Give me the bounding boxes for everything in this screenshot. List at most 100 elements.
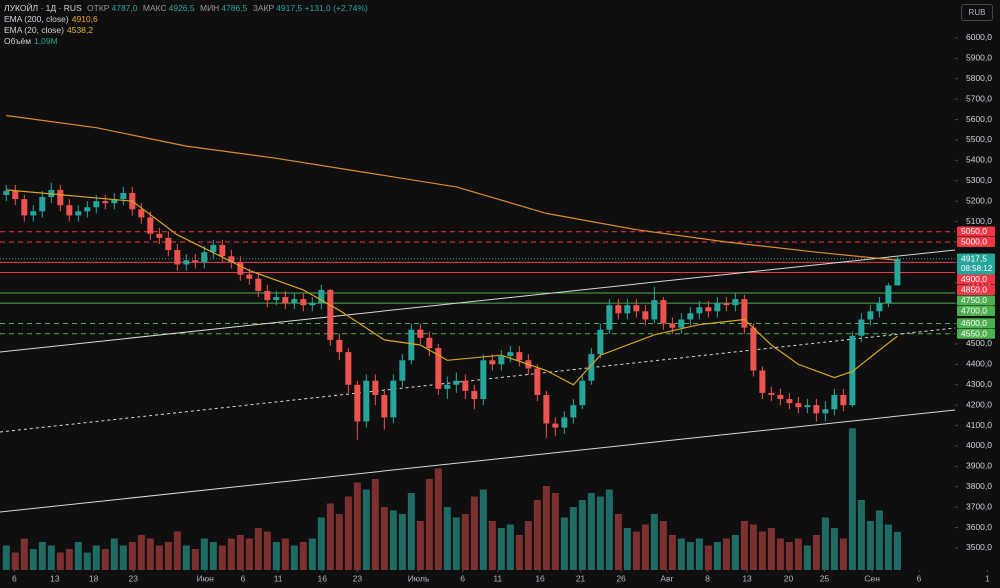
candle-body (822, 409, 829, 414)
volume-bar (110, 538, 118, 570)
candle-body (183, 260, 190, 265)
x-tick-label: 23 (353, 573, 363, 583)
candle-body (246, 274, 253, 279)
candle-body (219, 245, 226, 257)
volume-bar (209, 542, 217, 570)
volume-bar (848, 428, 856, 570)
volume-bar (506, 524, 514, 570)
level-box (957, 274, 995, 285)
ema-lines (6, 114, 898, 386)
volume-bar (263, 531, 271, 570)
volume-bar (56, 552, 64, 570)
y-tick-label: 4200,0 (966, 399, 992, 409)
volume-bar (92, 545, 100, 570)
candle-body (39, 197, 46, 212)
ohlc-value: 4786,5 (221, 3, 248, 13)
candle-body (210, 245, 217, 253)
indicator-value: 1,09M (34, 36, 58, 46)
volume-bar (38, 542, 46, 570)
candle-body (678, 319, 685, 328)
channel-upper (0, 249, 956, 353)
volume-bar (83, 552, 91, 570)
x-tick-label: 13 (50, 573, 60, 583)
volume-bar (866, 521, 874, 570)
volume-bar (227, 538, 235, 570)
candle-body (768, 392, 775, 395)
candle-body (426, 337, 433, 349)
volume-bar (371, 479, 379, 570)
volume-bar (488, 521, 496, 570)
candle-body (111, 199, 118, 204)
volume-bar (200, 538, 208, 570)
candle-body (228, 256, 235, 263)
channel-lower (0, 409, 956, 513)
volume-bar (173, 531, 181, 570)
candle-body (444, 384, 451, 389)
indicator-name: Объём (4, 36, 32, 46)
volume-bar (479, 489, 487, 570)
currency-button[interactable]: RUB (961, 4, 993, 21)
volume-bar (362, 489, 370, 570)
candle-body (516, 352, 523, 361)
volume-bar (884, 524, 892, 570)
candle-body (165, 237, 172, 251)
candle-body (147, 217, 154, 234)
indicator-name: EMA (20, close) (4, 25, 64, 35)
candle-body (435, 348, 442, 389)
candle-body (381, 394, 388, 418)
volume-bar (182, 545, 190, 570)
volume-bar (731, 535, 739, 570)
x-tick-label: 6 (460, 573, 465, 583)
volume-bar (542, 486, 550, 570)
candle-body (318, 289, 325, 304)
candle-body (534, 368, 541, 395)
volume-bar (2, 545, 10, 570)
x-tick-label: 26 (616, 573, 626, 583)
volume-bar (686, 542, 694, 570)
candle-body (570, 405, 577, 418)
volume-bar (605, 489, 613, 570)
candle-body (831, 394, 838, 410)
candle-body (156, 233, 163, 238)
y-tick-label: 5400,0 (966, 155, 992, 165)
level-label: 4600,0 (961, 318, 987, 328)
candle-body (615, 305, 622, 314)
candle-body (777, 394, 784, 400)
volume-bar (830, 528, 838, 570)
volume-bar (875, 510, 883, 570)
volume-bar (857, 500, 865, 570)
candle-body (804, 405, 811, 408)
volume-bar (578, 500, 586, 570)
volume-bar (524, 521, 532, 570)
volume-bar (164, 542, 172, 570)
y-tick-label: 3900,0 (966, 461, 992, 471)
candle-body (192, 260, 199, 263)
candle-body (705, 307, 712, 312)
volume-bar (560, 517, 568, 570)
legend: ЛУКОЙЛ · 1Д · RUS ОТКР 4787,0 МАКС 4926,5 … (4, 3, 368, 47)
legend-row: EMA (20, close) 4538,2 (4, 25, 368, 36)
y-tick-label: 5500,0 (966, 134, 992, 144)
level-label: 5050,0 (961, 226, 987, 236)
volume-bar (722, 538, 730, 570)
x-tick-label: 11 (274, 573, 283, 583)
candle-body (858, 319, 865, 336)
volume-bar (614, 514, 622, 570)
volume-bar (353, 482, 361, 570)
x-tick-label: 1 (985, 573, 990, 583)
candle-body (669, 323, 676, 328)
candle-body (867, 311, 874, 320)
y-tick-label: 4500,0 (966, 338, 992, 348)
candle-body (372, 380, 379, 395)
candle-body (579, 380, 586, 406)
level-box (957, 226, 995, 237)
ema-line (6, 189, 898, 386)
volume-bar (767, 528, 775, 570)
volume (2, 428, 901, 570)
level-label: 5000,0 (961, 236, 987, 246)
x-tick-label: 6 (917, 573, 922, 583)
level-label: 4900,0 (961, 274, 987, 284)
x-tick-label: Июн (197, 573, 214, 583)
